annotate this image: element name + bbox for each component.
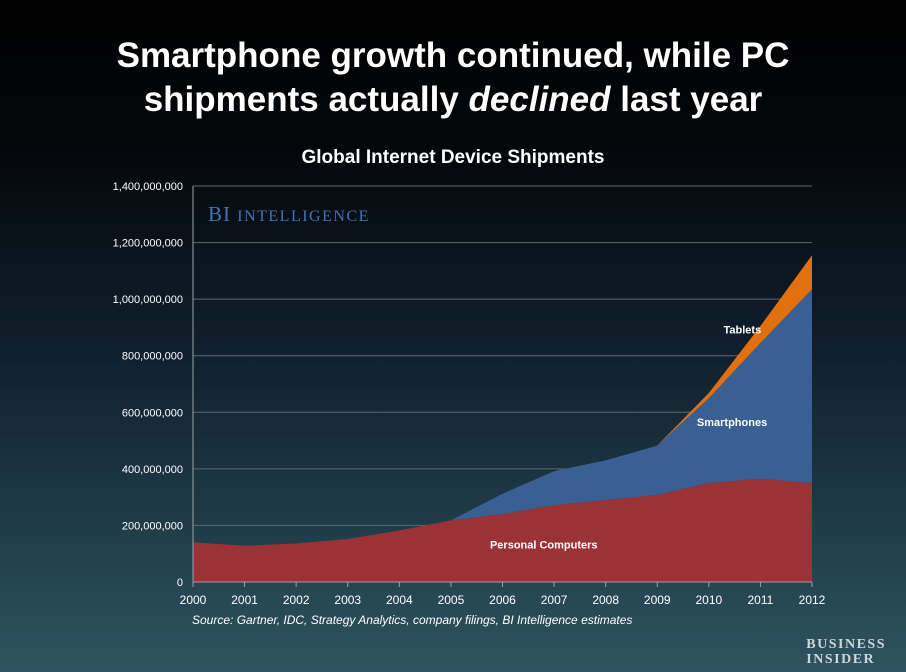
series-label-tablets: Tablets bbox=[724, 325, 762, 337]
y-tick-label: 200,000,000 bbox=[122, 520, 183, 532]
headline-emphasis: declined bbox=[468, 80, 611, 119]
y-tick-label: 1,400,000,000 bbox=[113, 181, 183, 193]
y-tick-label: 1,200,000,000 bbox=[113, 238, 183, 250]
area-smartphones bbox=[193, 289, 812, 546]
x-tick-label: 2010 bbox=[695, 593, 722, 607]
x-tick-label: 2004 bbox=[386, 593, 413, 607]
bi-intelligence-watermark: BI INTELLIGENCE bbox=[208, 202, 370, 227]
chart-title: Global Internet Device Shipments bbox=[301, 147, 605, 168]
stacked-areas bbox=[193, 255, 812, 582]
axes: 0 200,000,000 400,000,000 600,000,000 800,00… bbox=[113, 181, 826, 607]
y-tick-label: 0 bbox=[177, 577, 183, 589]
series-label-smartphones: Smartphones bbox=[697, 417, 767, 429]
x-tick-label: 2006 bbox=[489, 593, 516, 607]
source-note: Source: Gartner, IDC, Strategy Analytics… bbox=[192, 613, 633, 627]
slide-headline: Smartphone growth continued, while PC sh… bbox=[0, 34, 906, 122]
x-tick-label: 2007 bbox=[541, 593, 568, 607]
x-tick-label: 2002 bbox=[283, 593, 310, 607]
series-label-personal-computers: Personal Computers bbox=[490, 539, 598, 551]
x-tick-label: 2008 bbox=[592, 593, 619, 607]
x-tick-label: 2000 bbox=[180, 593, 207, 607]
x-tick-label: 2003 bbox=[334, 593, 361, 607]
logo-line-2: INSIDER bbox=[806, 652, 876, 667]
x-tick-label: 2011 bbox=[748, 593, 774, 607]
headline-line-1: Smartphone growth continued, while PC bbox=[116, 36, 790, 75]
headline-line-2-end: last year bbox=[610, 80, 763, 119]
x-tick-label: 2009 bbox=[644, 593, 671, 607]
y-tick-label: 600,000,000 bbox=[122, 407, 183, 419]
y-tick-label: 800,000,000 bbox=[122, 351, 183, 363]
business-insider-logo: BUSINESS INSIDER bbox=[806, 637, 886, 667]
y-tick-label: 400,000,000 bbox=[122, 464, 183, 476]
area-personal-computers bbox=[193, 478, 812, 582]
y-tick-label: 1,000,000,000 bbox=[113, 294, 183, 306]
logo-line-1: BUSINESS bbox=[806, 637, 886, 652]
headline-line-2-start: shipments actually bbox=[143, 80, 469, 119]
x-tick-label: 2005 bbox=[438, 593, 465, 607]
x-tick-label: 2001 bbox=[231, 593, 258, 607]
series-labels: Personal Computers Smartphones Tablets bbox=[490, 325, 767, 552]
x-tick-label: 2012 bbox=[799, 593, 826, 607]
brand-text: BI INTELLIGENCE bbox=[208, 202, 370, 226]
